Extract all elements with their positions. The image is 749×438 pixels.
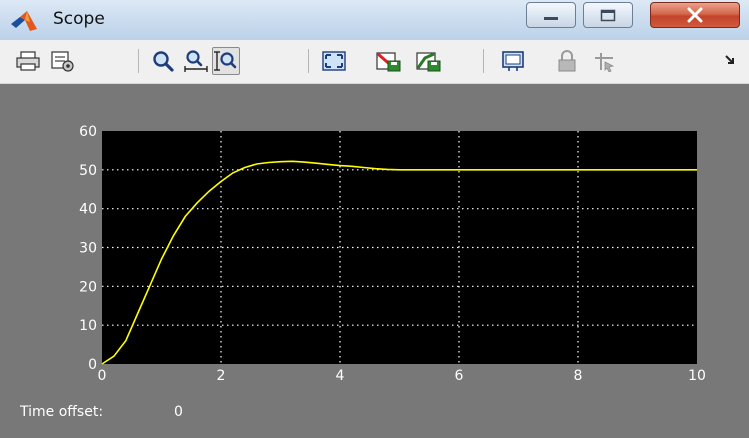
y-tick-label: 60	[79, 124, 97, 140]
parameters-icon	[51, 51, 74, 72]
matlab-logo-icon	[11, 11, 37, 31]
x-axis-ticks: 0 2 4 6 8 10	[98, 368, 706, 384]
maximize-button[interactable]	[583, 2, 633, 28]
y-tick-label: 10	[79, 318, 97, 334]
x-tick-label: 6	[455, 368, 464, 384]
x-tick-label: 2	[217, 368, 226, 384]
floating-scope-icon	[502, 51, 524, 71]
signal-selection-icon	[595, 53, 615, 72]
toolbar-separator	[483, 49, 484, 73]
x-tick-label: 8	[574, 368, 583, 384]
y-tick-label: 50	[79, 163, 97, 179]
zoom-button[interactable]	[150, 47, 178, 75]
lock-axes-button[interactable]	[553, 47, 581, 75]
zoom-y-axis-button[interactable]	[212, 47, 240, 75]
close-button[interactable]	[650, 2, 740, 28]
window-title: Scope	[53, 9, 105, 29]
x-tick-label: 10	[688, 368, 706, 384]
x-tick-label: 0	[98, 368, 107, 384]
parameters-button[interactable]	[48, 47, 76, 75]
toolbar-separator	[308, 49, 309, 73]
autoscale-button[interactable]	[320, 47, 348, 75]
y-tick-label: 0	[88, 357, 97, 373]
scope-plot[interactable]: 0 2 4 6 8 10 0 10 20 30 40 50 60	[0, 84, 749, 438]
x-tick-label: 4	[336, 368, 345, 384]
time-offset-value: 0	[174, 404, 183, 420]
time-offset-label: Time offset:	[20, 404, 104, 420]
y-tick-label: 30	[79, 241, 97, 257]
y-axis-ticks: 0 10 20 30 40 50 60	[79, 124, 97, 373]
zoom-x-axis-button[interactable]	[182, 47, 210, 75]
y-tick-label: 20	[79, 279, 97, 295]
minimize-button[interactable]	[526, 2, 576, 28]
y-tick-label: 40	[79, 202, 97, 218]
print-icon	[16, 51, 40, 71]
lock-axes-icon	[558, 50, 576, 72]
scope-display: 0 2 4 6 8 10 0 10 20 30 40 50 60 Time offset: 0	[0, 84, 749, 438]
toolbar-overflow-icon[interactable]	[724, 54, 738, 68]
restore-axes-settings-button[interactable]	[414, 47, 442, 75]
maximize-icon	[600, 9, 616, 22]
toolbar-separator	[138, 49, 139, 73]
print-button[interactable]	[14, 47, 42, 75]
toolbar	[0, 40, 749, 84]
zoom-icon	[153, 51, 174, 72]
zoom-y-axis-icon	[214, 51, 237, 71]
signal-trace	[101, 160, 697, 365]
restore-axes-settings-icon	[416, 52, 441, 72]
signal-selection-button[interactable]	[590, 47, 618, 75]
close-icon	[687, 7, 703, 23]
save-axes-settings-button[interactable]	[374, 47, 402, 75]
title-bar[interactable]: Scope	[0, 0, 749, 40]
autoscale-icon	[322, 51, 346, 71]
save-axes-settings-icon	[376, 52, 401, 72]
zoom-x-axis-icon	[184, 50, 208, 72]
floating-scope-button[interactable]	[499, 47, 527, 75]
minimize-icon	[544, 17, 558, 20]
